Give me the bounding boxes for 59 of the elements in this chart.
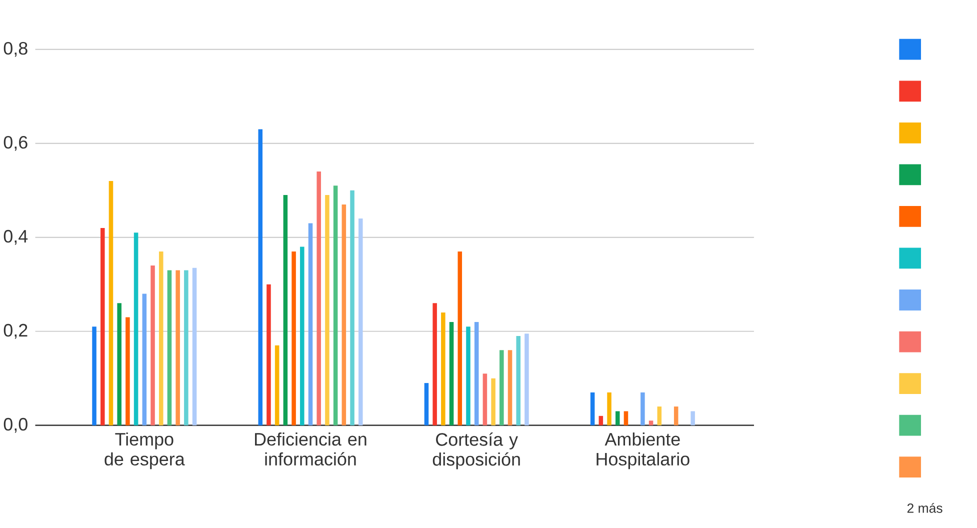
y-tick-label: 0,6 (4, 136, 28, 151)
bar (441, 312, 446, 426)
bar (108, 181, 114, 426)
bar (640, 392, 645, 426)
x-tick-label: Ambiente Hospitalario (596, 432, 690, 470)
bar (292, 252, 296, 426)
x-tick-label: Deficiencia en información (255, 432, 366, 466)
bar (126, 317, 130, 426)
bar (674, 406, 678, 426)
bar (92, 326, 96, 426)
bar (308, 223, 313, 426)
y-tick-label: 0,2 (4, 324, 28, 339)
bar (690, 411, 695, 426)
bar (184, 270, 188, 426)
y-tick-label: 0,0 (4, 418, 28, 433)
y-tick-label: 0,8 (4, 42, 28, 57)
bar (449, 322, 454, 426)
bar (300, 246, 304, 426)
bar (500, 350, 504, 426)
bar (283, 195, 288, 426)
bar (266, 284, 271, 426)
bar (615, 411, 620, 426)
bar (150, 266, 155, 426)
bar (100, 228, 105, 426)
text: 2 más (907, 503, 942, 513)
bar (458, 252, 462, 426)
bar (176, 270, 180, 426)
bar (358, 218, 363, 426)
bar (648, 420, 654, 426)
bar (167, 270, 172, 426)
x-tick-label: Tiempo de espera (104, 432, 185, 470)
bar (333, 186, 338, 426)
bar (316, 172, 321, 426)
bar (158, 252, 164, 426)
bar (117, 303, 122, 426)
bar (590, 392, 595, 426)
x-tick-label: Cortesía y disposición (432, 432, 520, 470)
bar (474, 322, 479, 426)
bar (466, 326, 470, 426)
bar (491, 378, 496, 426)
bar (142, 294, 147, 426)
bar (482, 374, 488, 426)
bar (274, 346, 280, 426)
bar (342, 204, 346, 426)
bar (598, 416, 604, 426)
bar (424, 383, 429, 426)
bar (258, 129, 263, 426)
bar (508, 350, 512, 426)
bar (607, 392, 612, 426)
bar (325, 195, 330, 426)
bar (134, 232, 138, 426)
y-tick-label: 0,4 (4, 230, 28, 245)
bar (516, 336, 520, 426)
bar (524, 334, 529, 426)
bar (432, 303, 437, 426)
bar (657, 406, 662, 426)
bar (350, 190, 354, 426)
bar (624, 411, 628, 426)
bar (192, 268, 197, 426)
